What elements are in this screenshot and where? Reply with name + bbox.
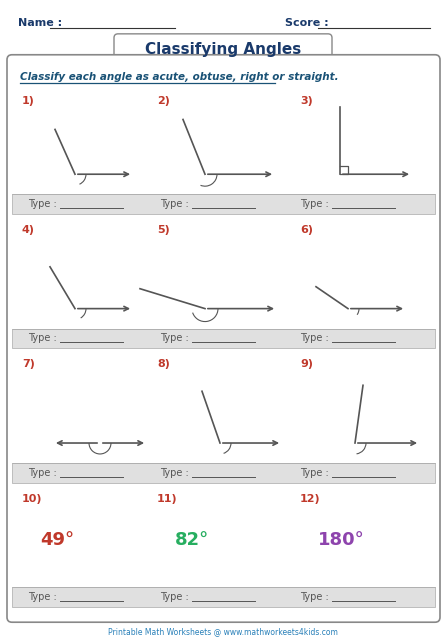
Text: 82°: 82°	[175, 531, 209, 549]
Text: 49°: 49°	[40, 531, 74, 549]
FancyBboxPatch shape	[114, 34, 332, 66]
Text: Printable Math Worksheets @ www.mathworkeets4kids.com: Printable Math Worksheets @ www.mathwork…	[108, 627, 338, 636]
Text: Type :: Type :	[28, 199, 57, 209]
Text: 7): 7)	[22, 359, 35, 369]
Bar	[12, 463, 435, 483]
Text: 8): 8)	[157, 359, 170, 369]
Text: Score :: Score :	[285, 18, 329, 28]
Text: 11): 11)	[157, 494, 177, 504]
Text: 4): 4)	[22, 225, 35, 235]
Text: 5): 5)	[157, 225, 170, 235]
Text: Type :: Type :	[160, 592, 189, 602]
Text: Type :: Type :	[160, 199, 189, 209]
Text: 6): 6)	[300, 225, 313, 235]
Text: Type :: Type :	[28, 468, 57, 478]
Text: Type :: Type :	[28, 592, 57, 602]
Text: 180°: 180°	[318, 531, 365, 549]
Text: 2): 2)	[157, 96, 170, 105]
Text: 10): 10)	[22, 494, 42, 504]
Text: 9): 9)	[300, 359, 313, 369]
Text: Type :: Type :	[160, 334, 189, 343]
Text: 1): 1)	[22, 96, 35, 105]
FancyBboxPatch shape	[7, 55, 440, 622]
Bar	[12, 329, 435, 348]
Text: Name :: Name :	[18, 18, 62, 28]
Bar	[12, 194, 435, 214]
Text: 3): 3)	[300, 96, 313, 105]
Text: Type :: Type :	[300, 592, 329, 602]
Bar	[12, 588, 435, 607]
Text: Type :: Type :	[300, 199, 329, 209]
Text: 12): 12)	[300, 494, 320, 504]
Text: Type :: Type :	[300, 334, 329, 343]
Text: Type :: Type :	[160, 468, 189, 478]
Text: Classifying Angles: Classifying Angles	[145, 42, 301, 57]
Text: Classify each angle as acute, obtuse, right or straight.: Classify each angle as acute, obtuse, ri…	[20, 71, 339, 82]
Text: Type :: Type :	[300, 468, 329, 478]
Text: Type :: Type :	[28, 334, 57, 343]
